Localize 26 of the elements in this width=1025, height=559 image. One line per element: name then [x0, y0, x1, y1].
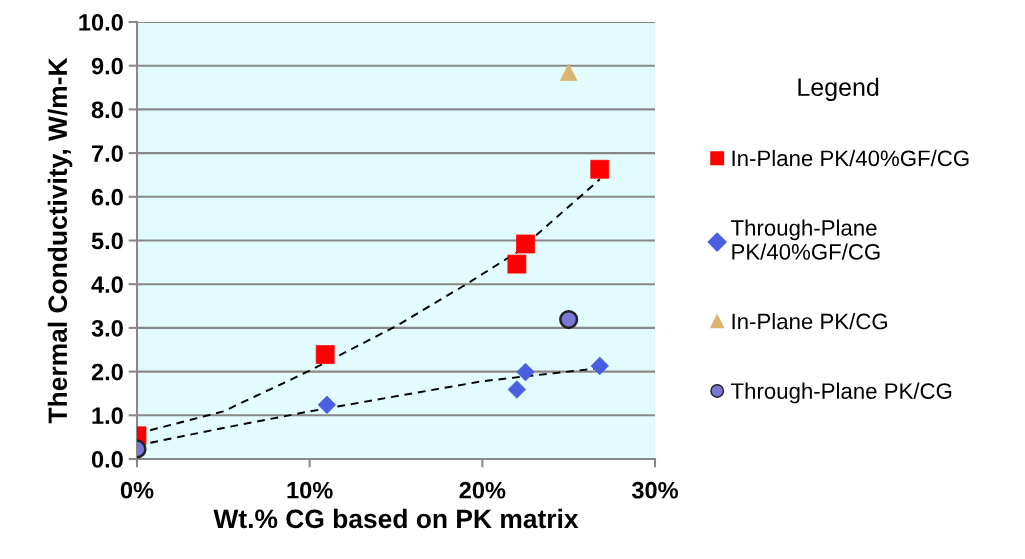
legend-title: Legend [798, 77, 879, 101]
x-tick-label: 0% [120, 481, 154, 499]
y-tick-label: 2.0 [91, 363, 123, 381]
y-tick-label: 3.0 [91, 319, 123, 337]
y-tick-label: 8.0 [91, 101, 123, 119]
y-tick-label: 1.0 [92, 407, 123, 425]
y-tick-label: 0.0 [91, 451, 123, 468]
y-tick-label: 6.0 [91, 188, 123, 206]
point [590, 356, 609, 376]
legend-label: In-Plane PK/40%GF/CG [732, 149, 969, 167]
x-tick-label: 30% [631, 481, 679, 499]
y-axis-title: Thermal Conductivity, W/m-K [47, 57, 73, 424]
legend-label: Through-Plane PK/CG [731, 382, 952, 404]
legend-label: In-Plane PK/CG [732, 313, 887, 330]
point [559, 63, 578, 81]
y-tick-label: 5.0 [91, 232, 123, 250]
x-axis-title: Wt.% CG based on PK matrix [213, 508, 579, 529]
point [590, 159, 610, 179]
y-tick-label: 7.0 [92, 145, 123, 162]
x-tick-label: 10% [287, 481, 333, 499]
y-tick-label: 10.0 [79, 14, 123, 31]
legend-label: Through-Plane PK/40%GF/CG [731, 219, 880, 260]
y-tick-label: 9.0 [91, 57, 123, 75]
y-tick-label: 4.0 [91, 276, 123, 293]
point [516, 234, 535, 254]
x-tick-label: 20% [459, 481, 506, 499]
